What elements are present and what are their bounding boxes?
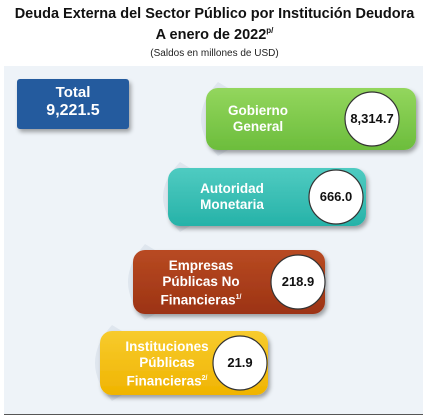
bar-label-line: Monetaria [200,197,264,212]
bar-label-1: Gobierno General [208,103,308,135]
chart-subtitle: (Saldos en millones de USD) [150,48,279,59]
bar-label-line: Autoridad [200,181,264,196]
bar-value-3: 218.9 [281,274,315,289]
bar-label-line: Empresas [168,258,234,273]
value-circle-3 [270,254,326,310]
bar-label-line: Financieras2/ [126,373,208,389]
bar-label-line: Instituciones [125,339,209,354]
bar-label-line: Públicas [139,355,195,370]
bar-value-1: 8,314.7 [350,111,394,126]
bar-label-line: Gobierno [228,103,288,118]
value-circle-1 [344,91,400,147]
bar-label-3: Empresas Públicas No Financieras1/ [142,258,260,309]
value-circle-2 [308,169,364,225]
chart-title: Deuda Externa del Sector Público por Ins… [14,6,415,22]
bar-label-2: Autoridad Monetaria [176,181,288,213]
bar-value-2: 666.0 [319,189,353,204]
value-circle-4 [212,335,268,391]
chart-title-date: A enero de 2022p/ [155,26,274,43]
footnote-marker: 1/ [235,294,242,301]
bar-label-line: Públicas No [162,274,240,289]
total-box: Total 9,221.5 [17,79,129,129]
bar-label-line: Financieras1/ [160,292,242,308]
bottom-border [4,414,423,415]
total-label: Total [55,84,91,101]
bar-label-line: General [232,119,284,134]
total-value: 9,221.5 [46,102,100,119]
bar-value-4: 21.9 [227,355,253,370]
bar-label-4: Instituciones Públicas Financieras2/ [106,339,228,390]
footnote-marker: 2/ [201,375,208,382]
